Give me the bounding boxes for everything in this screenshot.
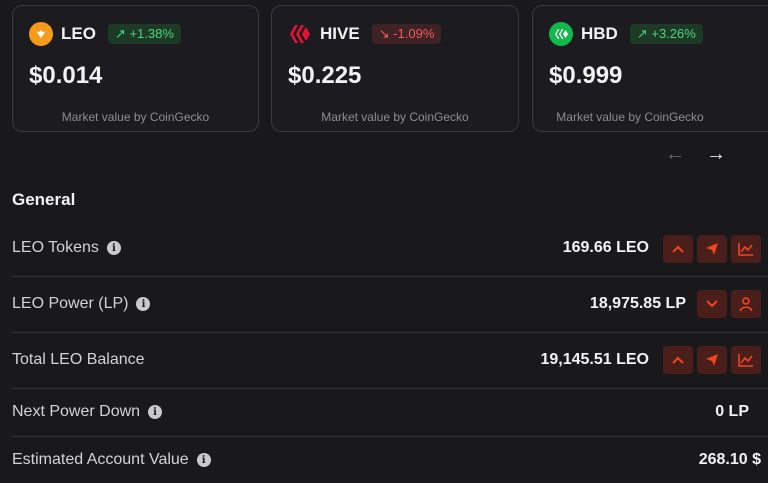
balance-row-total-leo: Total LEO Balance <box>12 350 768 370</box>
info-icon[interactable]: i <box>148 405 163 419</box>
market-source-text: Market value by CoinGecko <box>556 110 704 124</box>
row-value: 0 LP <box>715 403 749 420</box>
info-icon[interactable]: i <box>136 297 151 311</box>
hbd-logo-icon <box>549 22 573 46</box>
token-price: $0.999 <box>549 62 623 89</box>
token-symbol: HBD <box>581 24 618 43</box>
carousel-prev-icon[interactable]: ← <box>665 143 685 165</box>
chevron-up-icon <box>672 356 684 364</box>
power-up-button[interactable] <box>663 346 693 374</box>
row-label: Estimated Account Value <box>12 451 189 468</box>
price-change-badge: ↘ -1.09% <box>371 24 442 44</box>
leo-logo-icon <box>29 22 53 46</box>
market-source-text: Market value by CoinGecko <box>61 110 210 124</box>
row-value: 169.66 LEO <box>562 239 649 256</box>
token-price: $0.225 <box>288 62 362 89</box>
hive-logo-icon <box>288 22 312 46</box>
row-label: LEO Power (LP) <box>12 295 129 312</box>
balance-row-leo-tokens: LEO Tokens i <box>12 238 768 258</box>
token-card-leo[interactable]: LEO ↗ +1.38% $0.014 Market value by Coin… <box>12 5 259 132</box>
chart-button[interactable] <box>731 346 761 374</box>
carousel-next-icon[interactable]: → <box>706 143 726 165</box>
token-card-hive[interactable]: HIVE ↘ -1.09% $0.225 Market value by Coi… <box>271 5 519 132</box>
delegate-button[interactable] <box>731 290 761 318</box>
user-icon <box>739 297 753 312</box>
chevron-down-icon <box>706 300 718 308</box>
price-change-badge: ↗ +1.38% <box>107 24 181 44</box>
chevron-up-icon <box>672 245 684 253</box>
info-icon[interactable]: i <box>106 241 121 255</box>
balance-row-estimated-value: Estimated Account Value i <box>12 450 768 470</box>
row-value: 268.10 $ <box>698 451 761 468</box>
info-icon[interactable]: i <box>196 453 211 467</box>
token-symbol: LEO <box>61 24 96 43</box>
divider <box>12 388 768 389</box>
balance-row-leo-power: LEO Power (LP) i <box>12 294 768 314</box>
row-label: Total LEO Balance <box>12 351 145 368</box>
power-down-button[interactable] <box>697 290 727 318</box>
chart-button[interactable] <box>731 235 761 263</box>
token-card-hbd[interactable]: HBD ↗ +3.26% $0.999 Market value by Coin… <box>532 5 768 132</box>
row-label: LEO Tokens <box>12 239 99 256</box>
send-button[interactable] <box>697 346 727 374</box>
row-label: Next Power Down <box>12 403 141 420</box>
send-icon <box>706 354 718 366</box>
row-value: 19,145.51 LEO <box>540 351 649 368</box>
section-title-general: General <box>12 190 76 209</box>
chart-line-icon <box>738 354 753 367</box>
row-value: 18,975.85 LP <box>589 295 686 312</box>
power-up-button[interactable] <box>663 235 693 263</box>
market-source-text: Market value by CoinGecko <box>321 110 469 124</box>
divider <box>12 436 768 437</box>
price-change-badge: ↗ +3.26% <box>629 24 703 44</box>
divider <box>12 332 768 333</box>
send-button[interactable] <box>697 235 727 263</box>
token-price: $0.014 <box>29 62 103 89</box>
chart-line-icon <box>738 243 753 256</box>
send-icon <box>706 243 718 255</box>
token-symbol: HIVE <box>320 24 360 43</box>
balance-row-next-power-down: Next Power Down i <box>12 402 768 422</box>
divider <box>12 276 768 277</box>
